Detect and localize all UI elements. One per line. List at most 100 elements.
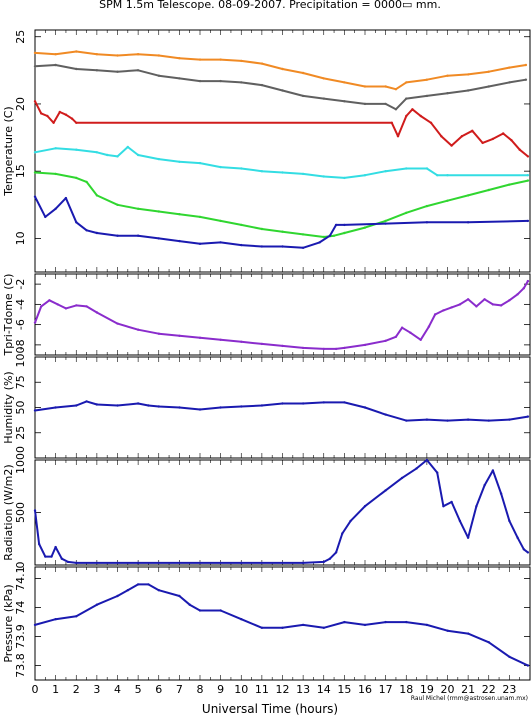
data-point xyxy=(363,85,367,88)
data-point xyxy=(33,409,37,412)
data-point xyxy=(198,242,202,245)
panel-2: 25 50 75 100 Humidity (%) xyxy=(2,347,531,459)
data-point xyxy=(136,234,140,237)
data-point xyxy=(446,199,449,202)
data-point xyxy=(66,560,70,564)
data-point xyxy=(281,230,284,233)
y-tick-label: 0 xyxy=(14,562,27,569)
data-point xyxy=(405,419,408,422)
data-point xyxy=(334,347,338,351)
data-point xyxy=(419,114,422,118)
data-point xyxy=(384,339,387,342)
data-point xyxy=(75,615,78,618)
data-point xyxy=(75,561,78,565)
data-point xyxy=(260,227,264,231)
data-point xyxy=(281,344,284,348)
data-point xyxy=(136,328,140,331)
data-point xyxy=(363,505,367,508)
data-point xyxy=(157,589,160,592)
data-point xyxy=(458,519,462,523)
data-point xyxy=(518,148,521,151)
x-tick-label: 6 xyxy=(155,683,162,696)
data-point xyxy=(33,51,37,55)
data-point xyxy=(400,326,404,329)
x-tick-label: 0 xyxy=(32,683,39,696)
data-point xyxy=(301,561,305,565)
x-tick-label: 13 xyxy=(296,683,310,696)
data-point xyxy=(106,153,109,157)
data-point xyxy=(64,196,68,200)
panel-frame xyxy=(34,566,531,681)
data-point xyxy=(37,542,41,546)
data-point xyxy=(260,83,264,87)
data-point xyxy=(318,241,321,244)
data-point xyxy=(322,626,325,629)
data-point xyxy=(40,305,43,308)
data-point xyxy=(60,557,63,560)
data-point xyxy=(240,223,243,227)
data-point xyxy=(384,413,387,416)
data-point xyxy=(240,561,243,565)
data-point xyxy=(198,336,202,339)
data-point xyxy=(33,151,37,154)
data-point xyxy=(363,226,367,229)
data-point xyxy=(136,561,140,565)
x-tick-label: 1 xyxy=(52,683,59,696)
data-point xyxy=(425,167,429,170)
data-point xyxy=(384,170,387,173)
data-point xyxy=(301,94,305,98)
data-point xyxy=(136,207,140,210)
data-point xyxy=(178,213,181,216)
data-point xyxy=(349,519,352,523)
data-point xyxy=(526,155,530,158)
series-line-5 xyxy=(34,196,528,249)
data-point xyxy=(450,144,453,147)
x-tick-label: 15 xyxy=(337,683,351,696)
data-point xyxy=(405,97,408,100)
y-tick-label: 75 xyxy=(14,375,27,389)
y-tick-label: 500 xyxy=(14,502,27,523)
data-point xyxy=(446,74,449,77)
data-point xyxy=(526,174,530,177)
data-point xyxy=(157,237,160,240)
data-point xyxy=(33,195,37,198)
data-point xyxy=(281,402,284,405)
data-point xyxy=(491,303,495,306)
data-point xyxy=(198,79,202,83)
data-point xyxy=(396,135,400,138)
data-point xyxy=(157,332,160,335)
data-point xyxy=(33,321,37,324)
data-point xyxy=(54,147,57,150)
data-point xyxy=(425,623,429,627)
data-point xyxy=(508,299,511,302)
data-point xyxy=(405,211,408,214)
data-point xyxy=(466,536,470,539)
data-point xyxy=(491,137,495,141)
data-point xyxy=(405,114,408,118)
data-point xyxy=(75,50,78,53)
data-point xyxy=(116,594,119,598)
data-point xyxy=(526,415,530,418)
data-point xyxy=(394,108,398,111)
data-point xyxy=(343,100,346,103)
data-point xyxy=(301,346,305,350)
data-point xyxy=(322,77,325,80)
y-tick-label: 1000 xyxy=(14,446,27,474)
data-point xyxy=(508,519,511,523)
data-point xyxy=(322,347,325,351)
data-point xyxy=(58,110,61,114)
data-point xyxy=(475,505,478,508)
data-point xyxy=(116,155,119,158)
data-point xyxy=(343,81,346,84)
series-line-4 xyxy=(34,171,529,238)
data-point xyxy=(466,194,470,197)
data-point xyxy=(33,171,37,174)
data-point xyxy=(126,145,129,149)
data-point xyxy=(341,532,344,535)
data-point xyxy=(54,172,57,176)
data-point xyxy=(46,114,49,118)
data-point xyxy=(75,121,78,125)
data-point xyxy=(384,489,387,492)
data-point xyxy=(157,74,160,77)
x-tick-label: 14 xyxy=(317,683,331,696)
